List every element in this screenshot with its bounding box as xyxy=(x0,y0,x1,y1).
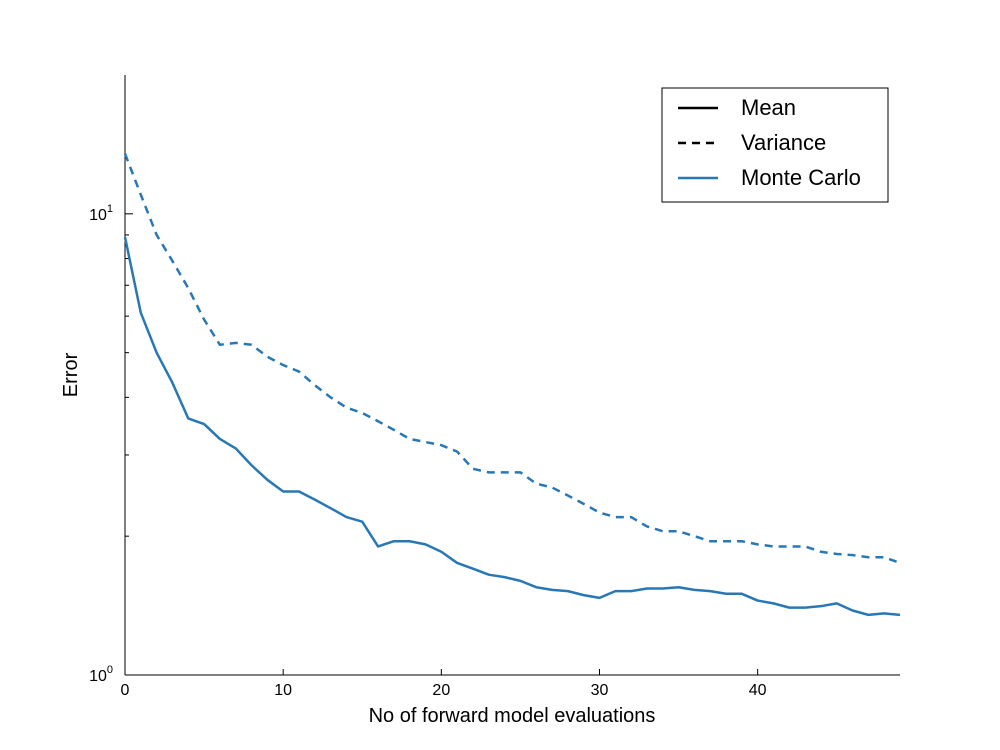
legend-label-monte-carlo: Monte Carlo xyxy=(741,165,861,190)
x-axis-label: No of forward model evaluations xyxy=(369,705,656,727)
y-tick-label: 101 xyxy=(89,203,113,224)
y-tick-label: 100 xyxy=(89,664,113,685)
x-tick-label: 0 xyxy=(121,682,130,699)
x-tick-label: 20 xyxy=(432,682,450,699)
series-layer xyxy=(123,153,901,617)
y-tick-label-base: 10 xyxy=(89,207,107,224)
x-tick-label: 30 xyxy=(591,682,609,699)
series-line-variance xyxy=(123,153,901,565)
y-tick-label-exponent: 1 xyxy=(107,203,113,215)
legend-label-mean: Mean xyxy=(741,95,796,120)
y-tick-label-exponent: 0 xyxy=(107,664,113,676)
y-axis-label: Error xyxy=(60,352,82,397)
legend-label-variance: Variance xyxy=(741,130,826,155)
x-tick-label: 40 xyxy=(749,682,767,699)
x-ticks: 0 10 20 30 40 xyxy=(121,669,767,699)
axes xyxy=(124,75,900,676)
series-line-mean xyxy=(123,236,901,617)
y-tick-label-base: 10 xyxy=(89,668,107,685)
x-tick-label: 10 xyxy=(274,682,292,699)
legend: Mean Variance Monte Carlo xyxy=(661,87,889,203)
